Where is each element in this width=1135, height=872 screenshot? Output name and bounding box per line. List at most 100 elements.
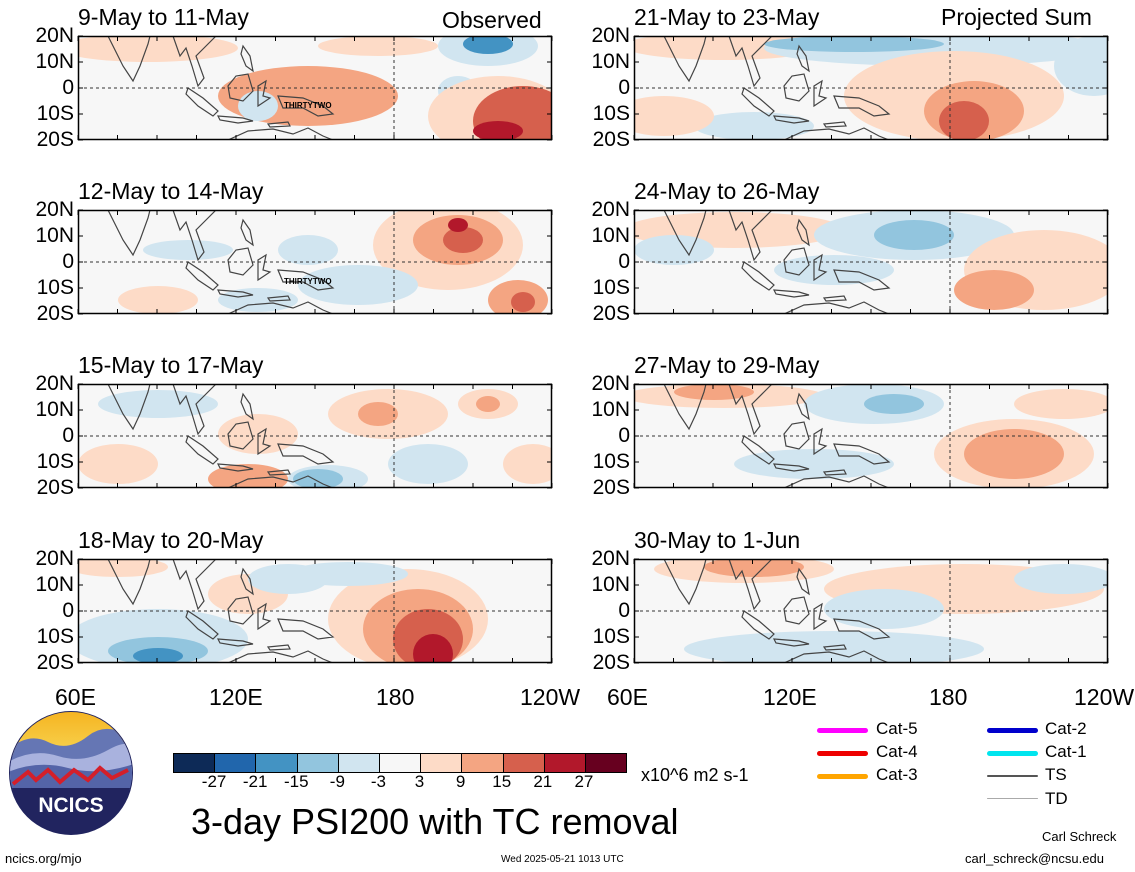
colorbar	[173, 753, 627, 773]
coastline	[796, 567, 810, 596]
coastline	[227, 127, 334, 140]
lat-label: 10N	[591, 573, 630, 596]
footer-email[interactable]: carl_schreck@ncsu.edu	[965, 851, 1104, 866]
footer-author: Carl Schreck	[1042, 829, 1117, 844]
coastline	[257, 253, 272, 282]
coastline	[796, 218, 810, 247]
footer-url[interactable]: ncics.org/mjo	[5, 851, 82, 866]
psi-contour	[704, 559, 804, 577]
psi-contour	[133, 648, 183, 663]
coastline	[257, 79, 272, 108]
colorbar-tick-label: 27	[574, 772, 594, 791]
psi-contour	[388, 444, 468, 484]
coastline	[216, 289, 254, 298]
map-panel-1: THIRTYTWO	[77, 35, 553, 141]
psi-contour	[318, 36, 438, 56]
lat-label: 10N	[591, 50, 630, 73]
coastline	[813, 253, 828, 282]
coastline	[728, 384, 773, 436]
coastline	[728, 36, 773, 88]
coastline	[227, 247, 254, 276]
lat-label: 20N	[35, 372, 74, 395]
lat-label: 10N	[35, 224, 74, 247]
coastline	[741, 435, 775, 465]
map-panel-6	[633, 383, 1109, 489]
legend-ts-label: TS	[1045, 765, 1067, 784]
coastline	[240, 567, 254, 596]
psi-contour	[1014, 389, 1108, 419]
colorbar-tick-label: -27	[201, 772, 227, 791]
coastline	[772, 638, 810, 647]
coastline	[783, 73, 810, 102]
psi-contour	[1054, 36, 1108, 96]
colorbar-swatch	[297, 754, 339, 772]
psi-contour	[298, 265, 418, 305]
lat-label: 10N	[591, 398, 630, 421]
coastline	[227, 73, 254, 102]
legend-ts-swatch	[987, 775, 1038, 777]
coastline	[240, 44, 254, 73]
lat-label: 20S	[36, 302, 74, 325]
lat-label: 0	[62, 76, 74, 99]
lat-label: 20N	[591, 372, 630, 395]
coastline	[277, 443, 335, 465]
psi-contour	[511, 292, 535, 312]
coastline	[783, 421, 810, 450]
panel-title-2: 21-May to 23-May	[634, 4, 820, 30]
colorbar-swatch	[379, 754, 422, 772]
lat-label: 10N	[35, 398, 74, 421]
colorbar-swatch	[503, 754, 545, 772]
coastline	[216, 463, 254, 472]
colorbar-tick-label: -21	[242, 772, 268, 791]
coastline	[796, 392, 810, 421]
lat-label: 20N	[591, 547, 630, 570]
lat-label: 20N	[591, 198, 630, 221]
lat-label: 10S	[36, 625, 74, 648]
coastline	[185, 435, 219, 465]
psi-contour	[954, 270, 1034, 310]
coastline	[185, 610, 219, 640]
coastline	[813, 79, 828, 108]
legend-cat1-label: Cat-1	[1045, 742, 1087, 761]
colorbar-swatch	[338, 754, 380, 772]
colorbar-swatch	[256, 754, 298, 772]
coastline	[107, 36, 151, 83]
lat-label: 20N	[35, 24, 74, 47]
legend-cat4-label: Cat-4	[876, 742, 918, 761]
coastline	[813, 427, 828, 456]
ncics-logo[interactable]: NCICS	[8, 710, 134, 836]
coastline	[216, 115, 254, 124]
lat-label: 10S	[36, 450, 74, 473]
coastline	[172, 36, 217, 88]
coastline	[227, 421, 254, 450]
colorbar-tick-label: 3	[414, 772, 425, 791]
coastline	[783, 127, 890, 140]
coastline	[663, 384, 707, 431]
coastline	[663, 210, 707, 257]
coastline	[772, 289, 810, 298]
panel-tag-projected: Projected Sum	[941, 4, 1092, 30]
lat-label: 10S	[36, 102, 74, 125]
map-panel-8	[633, 558, 1109, 664]
lat-label: 20S	[592, 128, 630, 151]
lat-label: 10S	[592, 450, 630, 473]
coastline	[663, 36, 707, 83]
lat-label: 10N	[35, 50, 74, 73]
psi-contour	[473, 121, 523, 140]
lat-label: 10S	[592, 102, 630, 125]
main-title: 3-day PSI200 with TC removal	[191, 801, 679, 842]
psi-contour	[463, 36, 513, 54]
coastline	[741, 87, 775, 117]
panel-title-8: 30-May to 1-Jun	[634, 527, 801, 553]
map-panel-3: THIRTYTWO	[77, 209, 553, 315]
lat-label: 20N	[35, 547, 74, 570]
lat-label: 0	[62, 599, 74, 622]
psi-contour	[248, 564, 328, 594]
coastline	[107, 210, 151, 257]
coastline	[833, 95, 891, 117]
coastline	[783, 301, 890, 314]
psi-contour	[143, 240, 233, 260]
colorbar-swatch	[462, 754, 504, 772]
coastline	[227, 301, 334, 314]
psi-contour	[443, 227, 483, 253]
